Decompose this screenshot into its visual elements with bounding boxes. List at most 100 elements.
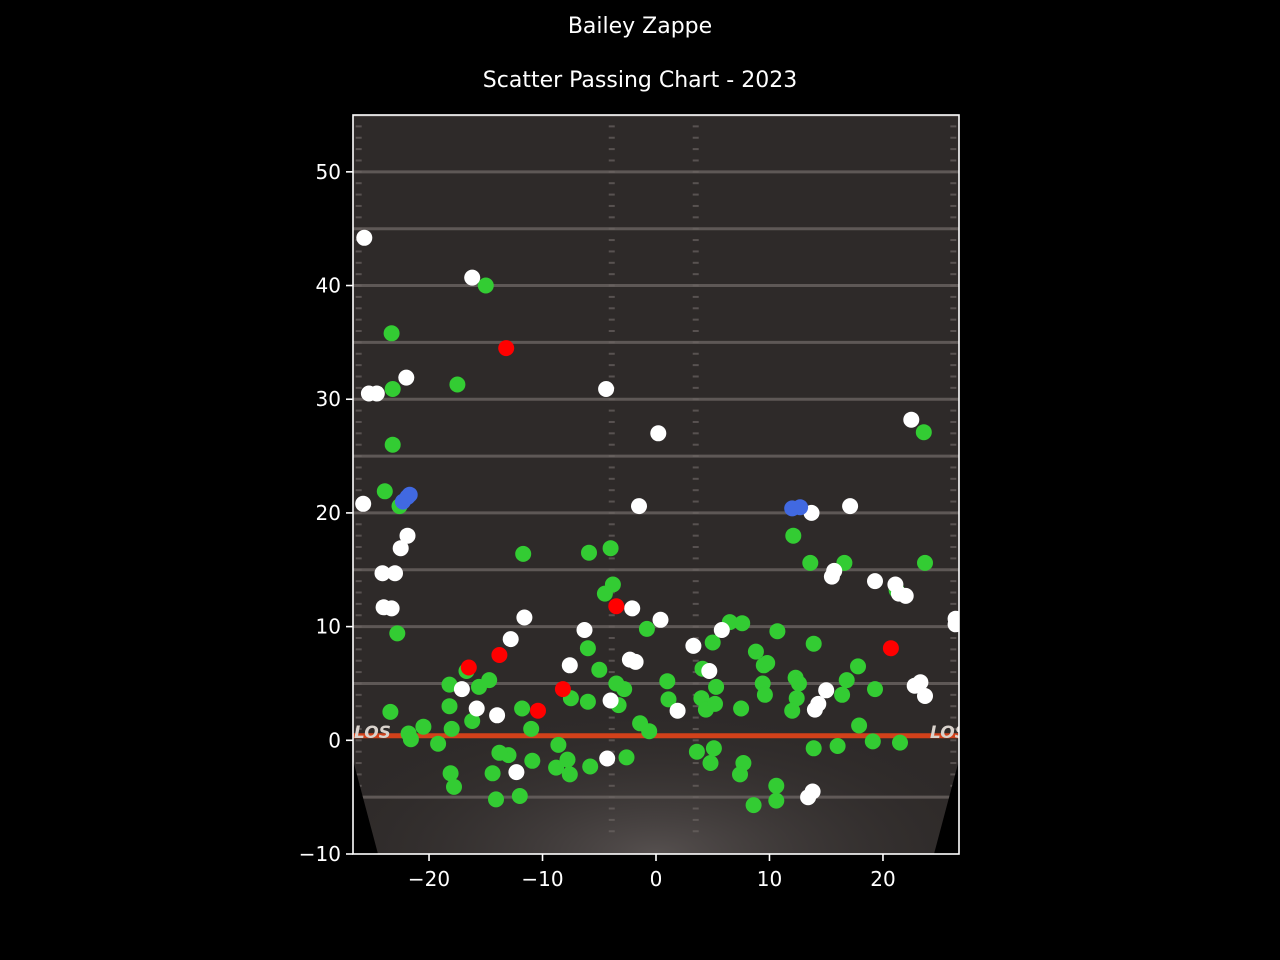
pass-point-complete — [523, 720, 540, 737]
pass-point-incomplete — [669, 702, 686, 719]
x-axis: −20 −10 0 10 20 — [408, 854, 896, 891]
pass-point-complete — [430, 735, 447, 752]
pass-point-interception — [608, 598, 625, 615]
pass-point-complete — [707, 695, 723, 712]
pass-point-incomplete — [652, 611, 669, 628]
pass-point-complete — [784, 702, 801, 719]
pass-point-interception — [498, 340, 515, 357]
pass-point-interception — [460, 659, 477, 676]
pass-point-incomplete — [631, 498, 647, 515]
pass-point-complete — [829, 738, 846, 754]
pass-point-complete — [660, 691, 677, 708]
figure-title: Bailey Zappe — [567, 14, 713, 39]
pass-point-complete — [515, 545, 532, 562]
pass-point-complete — [484, 765, 501, 782]
pass-point-incomplete — [903, 411, 920, 428]
pass-point-complete — [579, 640, 596, 657]
pass-point-complete — [596, 585, 613, 602]
pass-point-incomplete — [464, 269, 481, 286]
pass-point-interception — [882, 640, 899, 657]
pass-point-complete — [389, 625, 406, 642]
pass-point-incomplete — [516, 609, 533, 626]
pass-point-complete — [851, 717, 868, 734]
pass-point-complete — [788, 690, 805, 707]
pass-point-complete — [704, 634, 721, 651]
pass-point-complete — [733, 700, 750, 717]
pass-point-complete — [446, 778, 462, 795]
pass-point-complete — [464, 713, 481, 729]
pass-point-complete — [759, 655, 776, 671]
y-tick-label: 0 — [328, 728, 341, 752]
x-tick-label: 0 — [650, 867, 663, 891]
pass-point-complete — [785, 527, 802, 544]
pass-point-incomplete — [387, 565, 403, 582]
pass-point-complete — [805, 740, 822, 757]
pass-point-complete — [734, 615, 751, 632]
y-tick-label: 10 — [316, 615, 341, 639]
x-tick-label: −10 — [521, 867, 563, 891]
pass-point-incomplete — [489, 707, 506, 724]
pass-point-incomplete — [867, 573, 883, 590]
pass-point-incomplete — [800, 789, 817, 806]
pass-point-complete — [745, 797, 762, 814]
pass-point-complete — [511, 788, 528, 804]
pass-point-complete — [917, 554, 933, 571]
pass-point-incomplete — [508, 764, 525, 781]
pass-point-complete — [550, 736, 567, 753]
pass-point-incomplete — [650, 425, 667, 442]
pass-point-complete — [581, 544, 597, 561]
pass-point-incomplete — [368, 385, 385, 402]
pass-point-complete — [867, 681, 883, 698]
pass-point-incomplete — [502, 631, 519, 648]
x-tick-label: 20 — [870, 867, 895, 891]
pass-point-complete — [591, 661, 608, 678]
pass-point-complete — [641, 723, 658, 740]
pass-point-incomplete — [356, 229, 373, 246]
pass-point-complete — [747, 643, 764, 660]
pass-point-incomplete — [627, 653, 644, 670]
pass-point-complete — [688, 743, 705, 760]
pass-point-complete — [732, 766, 748, 783]
pass-point-complete — [802, 554, 819, 571]
field-corner-left — [353, 760, 378, 854]
data-points — [355, 229, 959, 814]
pass-point-complete — [769, 623, 786, 640]
pass-point-incomplete — [624, 600, 641, 617]
pass-point-complete — [443, 720, 460, 737]
x-tick-label: 10 — [757, 867, 782, 891]
pass-point-complete — [892, 734, 908, 751]
pass-point-incomplete — [701, 663, 718, 679]
pass-point-complete — [383, 325, 400, 342]
pass-point-complete — [559, 751, 576, 768]
y-axis: −10 0 10 20 30 40 50 — [299, 160, 353, 866]
pass-point-incomplete — [917, 688, 933, 704]
pass-point-incomplete — [599, 750, 616, 767]
pass-point-incomplete — [383, 600, 400, 617]
pass-point-interception — [530, 702, 546, 719]
chart-title: Scatter Passing Chart - 2023 — [482, 68, 798, 93]
pass-point-incomplete — [897, 587, 914, 604]
pass-point-complete — [582, 758, 599, 775]
pass-point-incomplete — [398, 369, 415, 386]
pass-point-complete — [616, 681, 633, 698]
pass-point-complete — [384, 381, 401, 397]
los-label-right: LOS — [930, 723, 967, 743]
pass-point-complete — [491, 744, 508, 761]
pass-point-complete — [659, 673, 676, 690]
pass-point-complete — [477, 277, 494, 294]
pass-point-incomplete — [713, 622, 730, 638]
y-tick-label: 50 — [316, 160, 341, 184]
pass-point-complete — [548, 759, 565, 776]
pass-point-complete — [471, 678, 487, 695]
pass-point-interception — [554, 681, 571, 698]
pass-point-complete — [805, 635, 822, 652]
pass-point-incomplete — [685, 637, 702, 654]
pass-point-complete — [708, 678, 725, 695]
pass-point-complete — [524, 752, 541, 769]
pass-point-touchdown — [401, 486, 418, 503]
pass-point-complete — [442, 765, 459, 782]
pass-point-incomplete — [818, 682, 835, 699]
y-tick-label: 30 — [316, 387, 341, 411]
pass-point-incomplete — [399, 527, 416, 544]
y-tick-label: −10 — [299, 842, 341, 866]
